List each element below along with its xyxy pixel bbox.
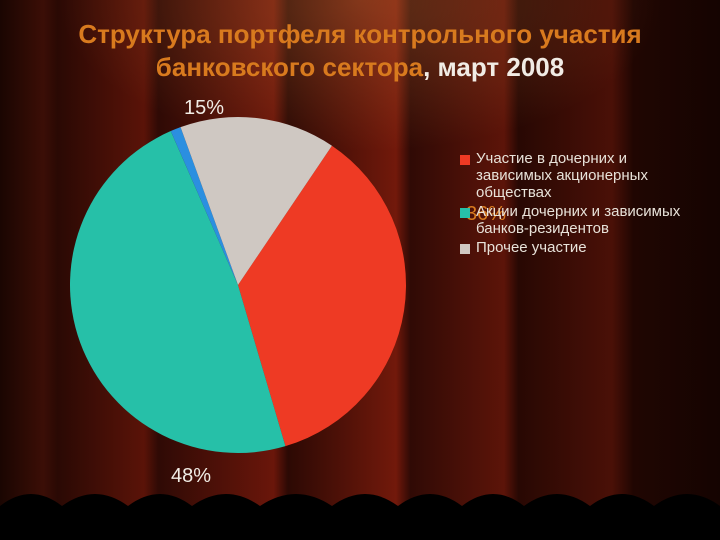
pie-chart: 36%48%15%: [68, 115, 408, 455]
curtain-bottom-silhouette: [0, 470, 720, 540]
data-label: 15%: [184, 97, 224, 120]
legend: Участие в дочерних и зависимых акционерн…: [460, 150, 690, 258]
title-tail: , март 2008: [423, 52, 564, 82]
legend-item: Прочее участие: [460, 239, 690, 256]
legend-item: Участие в дочерних и зависимых акционерн…: [460, 150, 690, 201]
data-label: 48%: [171, 465, 211, 488]
stage-background: Структура портфеля контрольного участия …: [0, 0, 720, 540]
legend-label: Участие в дочерних и зависимых акционерн…: [476, 150, 690, 201]
legend-item: Акции дочерних и зависимых банков-резиде…: [460, 203, 690, 237]
legend-swatch: [460, 208, 470, 218]
legend-label: Прочее участие: [476, 239, 587, 256]
legend-label: Акции дочерних и зависимых банков-резиде…: [476, 203, 690, 237]
legend-swatch: [460, 155, 470, 165]
chart-title: Структура портфеля контрольного участия …: [0, 18, 720, 83]
legend-swatch: [460, 244, 470, 254]
